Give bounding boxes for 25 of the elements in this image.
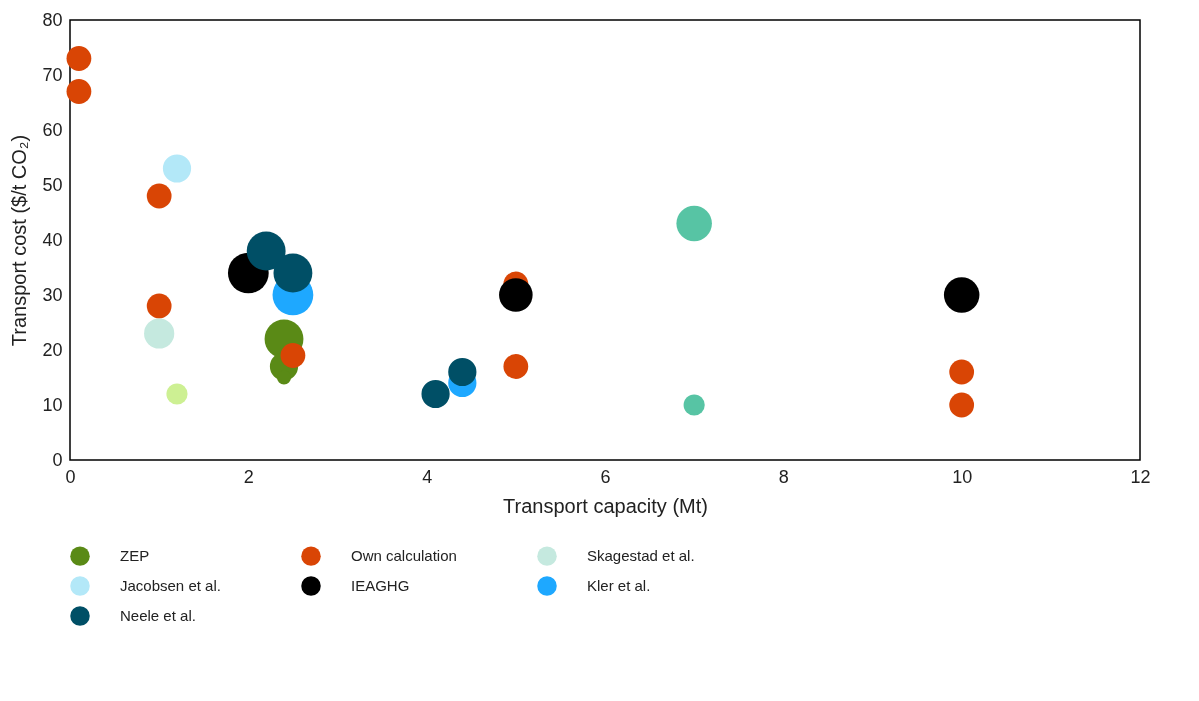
y-tick-label: 10 <box>42 394 63 415</box>
y-tick-label: 20 <box>42 339 63 360</box>
legend-label: Kler et al. <box>587 577 651 594</box>
y-tick-label: 50 <box>42 174 63 195</box>
legend-label: Skagestad et al. <box>587 547 695 565</box>
legend-label: IEAGHG <box>351 577 410 594</box>
x-tick-label: 0 <box>65 466 76 487</box>
y-axis-title: Transport cost ($/t CO₂) <box>8 134 31 347</box>
legend-label: ZEP <box>120 547 150 565</box>
x-tick-label: 10 <box>952 466 973 487</box>
y-tick-label: 80 <box>42 9 63 30</box>
x-tick-label: 8 <box>778 466 789 487</box>
legend-label: Neele et al. <box>120 607 196 624</box>
y-tick-label: 30 <box>42 284 63 305</box>
legend-label: Own calculation <box>351 547 457 565</box>
x-tick-label: 12 <box>1130 466 1151 487</box>
x-tick-label: 6 <box>600 466 611 487</box>
x-tick-label: 4 <box>422 466 433 487</box>
legend-label: Jacobsen et al. <box>120 577 221 594</box>
y-tick-label: 60 <box>42 119 63 140</box>
y-tick-label: 0 <box>52 449 63 470</box>
y-tick-label: 40 <box>42 229 63 250</box>
x-axis-title: Transport capacity (Mt) <box>503 494 708 517</box>
y-tick-label: 70 <box>42 64 63 85</box>
x-tick-label: 2 <box>243 466 254 487</box>
